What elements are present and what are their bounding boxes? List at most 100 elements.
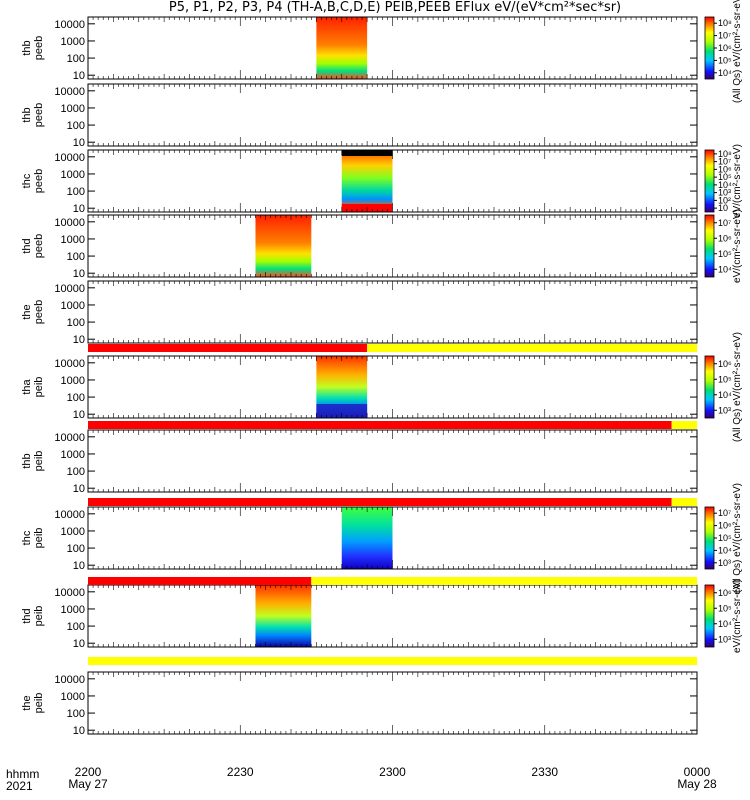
x-tick-date-label: May 28 [677,777,717,791]
quality-bar-segment [671,498,697,506]
colorbar [704,355,715,419]
y-tick-label: 10000 [54,432,85,444]
panel-ylabel: thc [21,530,33,545]
x-tick-label: 2330 [531,765,558,779]
y-tick-label: 10 [73,483,85,495]
colorbar-tick-label: 10³ [718,558,731,568]
spectrogram-block [341,150,393,212]
x-tick-label: 2230 [227,765,254,779]
panel-ylabel: peeb [33,36,45,60]
colorbar-tick-label: 10⁷ [718,157,731,167]
panel-frame [87,584,698,648]
panel-frame [87,429,698,493]
panel-1: 10 100 1000 10000 thb peeb 10⁴ 10⁵ 10⁶ 10⁷ 10⁸ (All… [21,0,743,103]
panel-ylabel: peib [33,606,45,627]
panel-ylabel: peeb [33,103,45,127]
spectrogram-block [341,507,393,569]
y-tick-label: 1000 [61,234,85,246]
colorbar-label: (All Qs) eV/(cm²-s-sr-eV) [732,332,743,442]
y-tick-label: 1000 [61,604,85,616]
panel-frame [87,355,698,419]
colorbar-tick-label: 10⁵ [718,249,732,259]
y-tick-label: 10000 [54,587,85,599]
colorbar-tick-label: 10⁷ [718,508,731,518]
spectrogram-block [255,215,312,277]
colorbar-label: eV/(cm²-s-sr-eV) [732,579,743,653]
panel-frame [87,671,698,735]
colorbar-tick-label: 10⁸ [718,149,732,159]
y-tick-label: 10 [73,638,85,650]
colorbar-label: eV/(cm²-s-sr-eV) [732,209,743,283]
colorbar-tick-label: 10⁵ [718,55,732,65]
y-tick-label: 1000 [61,526,85,538]
panel-ylabel: peib [33,528,45,549]
panel-frame [87,280,698,344]
colorbar-tick-label: 10⁶ [718,588,732,598]
y-tick-label: 1000 [61,36,85,48]
y-tick-label: 10000 [54,509,85,521]
quality-bar-segment [88,498,672,506]
panel-9: 10 100 1000 10000 thd peib 10³ 10⁴ 10⁵ 10⁶ eV/(cm²… [21,579,743,653]
y-tick-label: 100 [67,392,85,404]
x-tick-label: 0000 [684,765,711,779]
panel-2: 10 100 1000 10000 thb peeb [21,83,698,149]
quality-bar-segment [367,344,697,352]
y-tick-label: 1000 [61,449,85,461]
y-tick-label: 100 [67,621,85,633]
panel-frame [87,16,698,80]
colorbar-tick-label: 10⁴ [718,545,732,555]
x-tick-label: 2200 [75,765,102,779]
colorbar-tick-label: 10⁵ [718,533,732,543]
y-tick-label: 100 [67,708,85,720]
colorbar [704,214,715,278]
colorbar-tick-label: 10⁷ [718,218,731,228]
panel-frame [87,214,698,278]
colorbar-tick-label: 10⁶ [718,43,732,53]
time-axis-caption: hhmm 2021 [6,768,39,792]
colorbar-tick-label: 10³ [718,634,731,644]
y-tick-label: 100 [67,120,85,132]
quality-bar-segment [88,577,312,585]
y-tick-label: 1000 [61,691,85,703]
panel-ylabel: peib [33,693,45,714]
y-tick-label: 1000 [61,300,85,312]
panel-ylabel: tha [21,378,33,394]
panel-frame [87,83,698,147]
colorbar [704,584,715,648]
panel-8: 10 100 1000 10000 thc peib 10³ 10⁴ 10⁵ 10⁶ 10⁷ (All… [21,483,743,593]
colorbar [704,149,715,213]
y-tick-label: 100 [67,53,85,65]
colorbar-label: (All Qs) eV/(cm²-s-sr-eV) [732,0,743,103]
y-tick-label: 100 [67,543,85,555]
y-tick-label: 10000 [54,674,85,686]
quality-bar-segment [311,577,697,585]
y-tick-label: 10 [73,409,85,421]
panel-5: 10 100 1000 10000 the peeb [21,280,698,346]
panel-ylabel: peib [33,451,45,472]
quality-bar-segment [88,657,697,665]
colorbar-label: (All Qs) eV/(cm²-s-sr-eV) [732,483,743,593]
y-tick-label: 10000 [54,19,85,31]
colorbar-tick-label: 10⁶ [718,359,732,369]
colorbar [704,16,715,80]
colorbar-tick-label: 10⁵ [718,603,732,613]
panel-ylabel: peeb [33,234,45,258]
panel-ylabel: peeb [33,300,45,324]
y-tick-label: 100 [67,317,85,329]
colorbar-tick-label: 10⁵ [718,374,732,384]
quality-bar-segment [88,344,368,352]
colorbar-tick-label: 10³ [718,405,731,415]
y-tick-label: 10000 [54,217,85,229]
time-format-label: hhmm [6,767,40,781]
panel-ylabel: peib [33,377,45,398]
colorbar-tick-label: 10⁴ [718,68,732,78]
panel-ylabel: the [21,695,33,710]
panel-7: 10 100 1000 10000 thb peib [21,429,698,495]
colorbar-tick-label: 10² [718,195,731,205]
colorbar-tick-label: 10⁵ [718,172,732,182]
colorbar-tick-label: 10⁴ [718,180,732,190]
y-tick-label: 10 [73,70,85,82]
chart-title: P5, P1, P2, P3, P4 (TH-A,B,C,D,E) PEIB,P… [168,0,622,15]
